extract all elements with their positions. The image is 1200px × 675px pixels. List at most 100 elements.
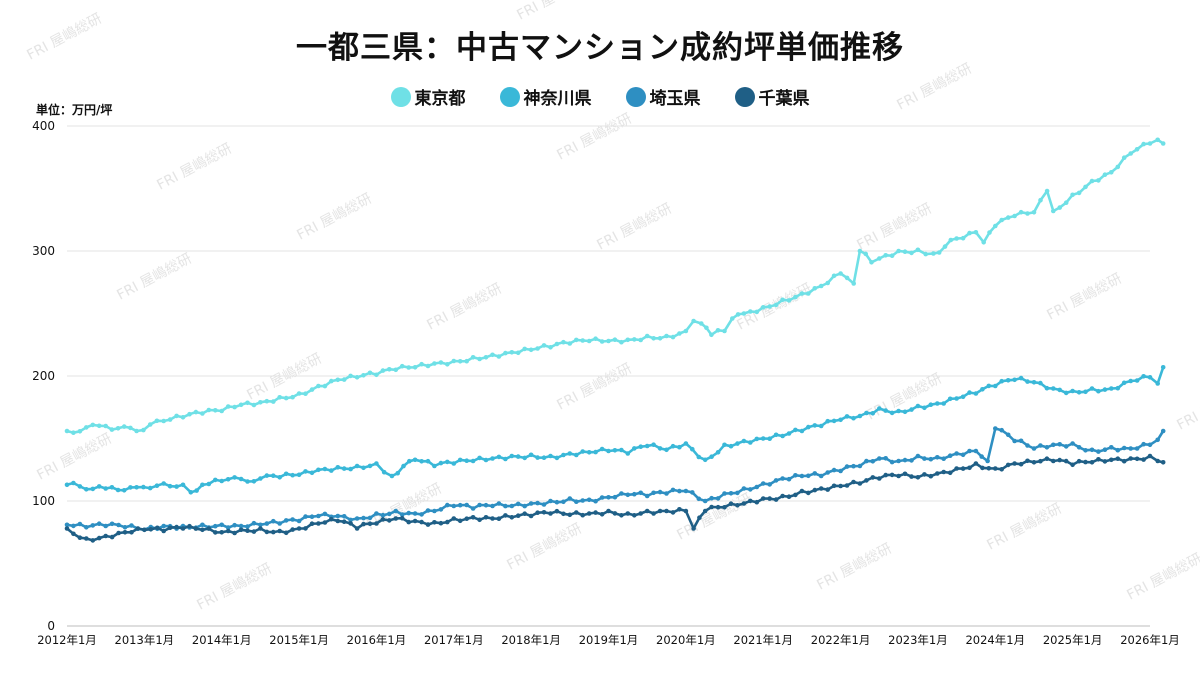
data-point [341,377,347,382]
data-point [922,472,927,477]
watermark-text: FRI 屋嶋総研 [854,201,934,254]
data-point [457,359,463,364]
data-point [406,510,412,516]
data-point [103,523,108,529]
data-point [999,467,1004,472]
data-point [1076,390,1082,395]
data-point [535,500,540,506]
data-point [438,360,444,365]
data-point [1109,445,1114,450]
data-point [174,484,179,489]
data-point [148,527,154,532]
data-point [335,513,341,519]
data-point [670,487,676,493]
data-point [567,512,573,518]
data-point [985,458,990,464]
data-point [232,530,237,536]
x-tick-label: 2026年1月 [1120,633,1180,647]
data-point [1005,432,1011,438]
data-point [303,514,308,519]
data-point [432,361,437,366]
data-point [187,411,192,417]
data-point [206,481,212,487]
data-point [851,415,856,421]
data-point [271,518,276,524]
data-point [1115,456,1121,462]
data-point [632,513,637,518]
data-point [387,367,392,372]
data-point [1121,155,1127,160]
data-point [348,373,353,379]
data-point [844,483,850,488]
data-point [387,518,392,523]
data-point [606,448,611,454]
data-point [554,499,560,505]
data-point [625,337,631,343]
data-point [728,501,734,507]
data-point [599,446,605,452]
data-point [1025,443,1030,448]
data-point [760,436,766,441]
data-point [691,318,696,324]
data-point [889,253,895,258]
data-point [90,538,96,543]
data-point [580,498,585,503]
data-point [238,527,244,533]
data-point [683,328,689,334]
data-point [954,236,959,241]
data-point [619,491,624,496]
data-point [844,464,850,469]
data-point [935,455,940,460]
data-point [1018,209,1024,215]
data-point [1025,458,1030,464]
data-point [238,476,244,482]
watermark-text: FRI 屋嶋総研 [514,0,594,24]
data-point [606,338,611,344]
data-point [374,511,379,516]
data-point [361,515,366,521]
data-point [225,525,231,530]
data-point [780,476,785,481]
data-point [825,280,830,286]
data-point [309,470,315,476]
data-point [64,482,70,488]
data-point [1083,459,1088,465]
data-point [838,468,843,474]
data-point [619,513,624,518]
data-point [986,466,992,471]
data-point [806,490,811,496]
data-point [232,475,237,480]
data-point [380,512,386,518]
x-tick-label: 2024年1月 [965,633,1025,647]
data-point [264,521,270,526]
data-point [664,508,669,514]
data-point [406,519,412,525]
data-point [644,333,650,339]
data-point [134,485,139,490]
data-point [77,429,83,434]
data-point [522,511,527,516]
data-point [509,453,515,459]
data-point [632,446,637,451]
data-point [709,332,714,338]
data-point [84,487,89,492]
data-point [432,520,437,525]
data-point [141,484,146,490]
data-point [786,298,792,303]
data-point [129,530,134,535]
legend-label: 埼玉県 [649,89,701,109]
data-point [367,463,373,469]
data-point [844,414,850,419]
data-point [1018,438,1024,444]
data-point [580,512,585,518]
data-point [451,503,457,509]
data-point [509,350,515,355]
data-point [960,452,966,458]
data-point [451,358,457,364]
data-point [374,461,379,466]
data-point [767,496,772,501]
data-point [574,337,579,343]
chart-title: 一都三県：中古マンション成約坪単価推移 [296,30,904,66]
data-point [71,480,76,486]
data-point [470,506,476,511]
